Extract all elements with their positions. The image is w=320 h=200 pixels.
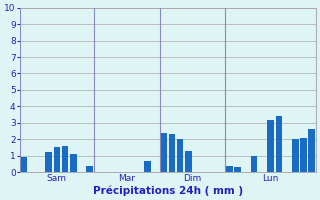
Bar <box>226 166 233 172</box>
Bar <box>276 116 282 172</box>
Bar <box>300 138 307 172</box>
Bar <box>235 167 241 172</box>
Bar <box>267 120 274 172</box>
Bar <box>160 133 167 172</box>
Bar <box>45 152 52 172</box>
Bar <box>53 147 60 172</box>
Bar <box>308 129 315 172</box>
Bar <box>292 139 299 172</box>
Bar <box>70 154 76 172</box>
Bar <box>185 151 192 172</box>
Bar <box>21 157 27 172</box>
Bar <box>86 166 93 172</box>
Bar <box>251 156 258 172</box>
X-axis label: Précipitations 24h ( mm ): Précipitations 24h ( mm ) <box>93 185 243 196</box>
Bar <box>177 139 183 172</box>
Bar <box>62 146 68 172</box>
Bar <box>169 134 175 172</box>
Bar <box>144 161 151 172</box>
